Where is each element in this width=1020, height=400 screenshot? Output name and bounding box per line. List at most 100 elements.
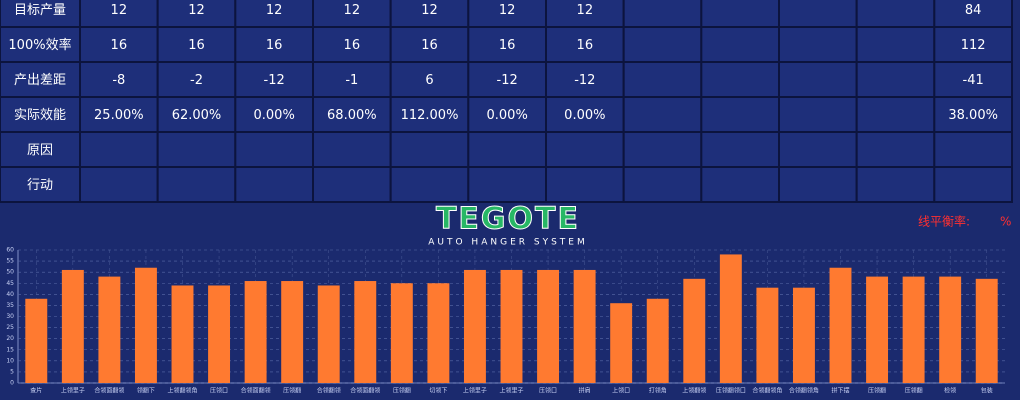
table-cell (700, 131, 780, 168)
x-tick-label: 压领翻 (868, 387, 886, 395)
bar (866, 276, 889, 383)
cell-text: 12 (499, 3, 516, 18)
table-cell (933, 0, 1013, 28)
x-tick-label: 合领面翻领 (350, 387, 380, 395)
x-tick-label: 拼肩 (579, 387, 591, 395)
x-tick-label: 压领口 (210, 387, 228, 395)
cell-text: 实际效能 (14, 108, 66, 123)
table: 目标产量 12 12 12 12 12 12 12 84 100%效率 16 16 16 16 16 16 16… (0, 0, 1013, 203)
bar (171, 285, 194, 383)
cell-text: 16 (421, 38, 438, 53)
x-tick-label: 查片 (30, 387, 42, 395)
table-cell (312, 61, 392, 98)
table-cell (778, 131, 858, 168)
x-tick-label: 压领翻 (393, 387, 411, 395)
table-cell (700, 26, 780, 63)
table-cell (79, 131, 159, 168)
bar (25, 298, 48, 383)
table-cell (855, 26, 936, 63)
cell-text: 16 (577, 38, 594, 53)
x-tick-label: 包装 (981, 387, 993, 395)
table-cell (389, 166, 470, 203)
bar (902, 276, 925, 383)
table-cell (545, 26, 625, 63)
table-cell (234, 131, 314, 168)
x-tick-label: 上领翻领角 (167, 387, 197, 395)
x-tick-label: 拼下摆 (831, 387, 849, 395)
x-tick-label: 切领下 (429, 387, 447, 395)
logo-title: TEGOTE (436, 202, 580, 237)
table-cell (312, 0, 392, 28)
table-cell (778, 96, 858, 133)
y-tick-label: 10 (6, 357, 14, 364)
cell-text: -41 (963, 73, 984, 88)
x-tick-label: 压领翻 (905, 387, 923, 395)
cell-text: 12 (111, 3, 128, 18)
y-tick-label: 20 (6, 335, 14, 342)
chart: 0 5 10 15 20 25 30 35 40 45 50 55 60 查片 上领里子 合领面翻领 领翻下 上领… (6, 247, 1005, 395)
cell-text: -12 (497, 73, 518, 88)
table-cell (389, 131, 470, 168)
table-cell (778, 166, 858, 203)
bar (573, 269, 596, 383)
y-tick-label: 55 (6, 258, 14, 265)
table-cell (467, 26, 548, 63)
bar (61, 269, 84, 383)
table-cell (467, 166, 548, 203)
table-cell (622, 26, 703, 63)
table-cell (79, 166, 159, 203)
cell-text: 12 (421, 3, 438, 18)
cell-text: 16 (499, 38, 516, 53)
cell-text: -2 (190, 73, 203, 88)
bar (610, 303, 633, 383)
table-cell (156, 0, 237, 28)
x-tick-label: 合领翻领 (317, 387, 341, 395)
x-tick-label: 上领里子 (463, 387, 487, 395)
table-cell (622, 131, 703, 168)
y-tick-label: 40 (6, 291, 14, 298)
cell-text: 产出差距 (14, 73, 66, 88)
bar (463, 269, 486, 383)
table-cell (700, 61, 780, 98)
cell-text: 112 (961, 38, 986, 53)
bar (975, 278, 998, 383)
x-tick-label: 上领里子 (499, 387, 523, 395)
cell-text: 0.00% (564, 108, 605, 123)
cell-text: -1 (345, 73, 358, 88)
table-cell (855, 166, 936, 203)
x-tick-label: 压领口 (539, 387, 557, 395)
cell-text: 行动 (27, 178, 53, 193)
bar (390, 283, 413, 383)
bar (719, 254, 742, 383)
cell-text: 62.00% (172, 108, 222, 123)
y-tick-label: 45 (6, 280, 14, 287)
bar (208, 285, 231, 383)
x-tick-label: 上领翻领 (682, 387, 706, 395)
y-tick-label: 60 (6, 247, 14, 254)
x-tick-label: 打领角 (649, 387, 667, 395)
table-cell (234, 166, 314, 203)
cell-text: 0.00% (254, 108, 295, 123)
table-cell (700, 96, 780, 133)
bar (427, 283, 450, 383)
table-cell (622, 0, 703, 28)
x-tick-label: 压领翻领口 (716, 387, 746, 395)
cell-text: 12 (344, 3, 361, 18)
x-tick-label: 合领翻领角 (789, 387, 819, 395)
table-cell (933, 131, 1013, 168)
y-tick-label: 30 (6, 313, 14, 320)
y-tick-label: 25 (6, 324, 14, 331)
cell-text: 112.00% (401, 108, 459, 123)
table-cell (778, 0, 858, 28)
bar (829, 267, 852, 383)
bar (792, 287, 815, 383)
cell-text: 100%效率 (8, 37, 71, 53)
bar (244, 281, 267, 383)
table-cell (0, 26, 81, 63)
cell-text: 12 (188, 3, 205, 18)
table-cell (855, 61, 936, 98)
table-cell (545, 166, 625, 203)
table-cell (156, 131, 237, 168)
balance-label: 线平衡率: (918, 214, 970, 229)
